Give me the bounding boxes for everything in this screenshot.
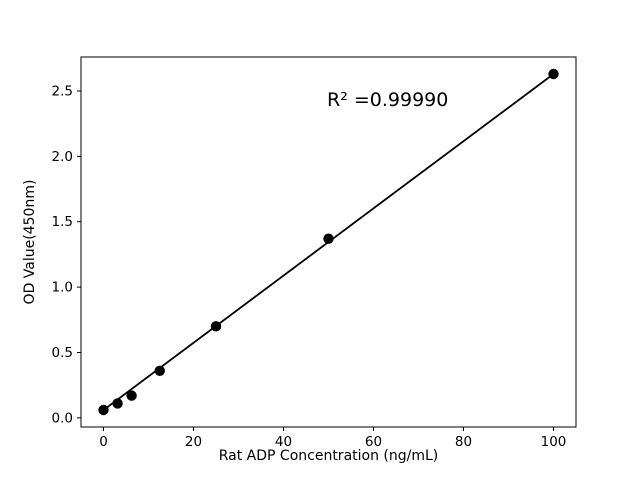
data-point bbox=[548, 68, 559, 80]
data-point bbox=[323, 233, 334, 244]
y-tick-label: 0.0 bbox=[52, 410, 73, 426]
r-squared-annotation: R² =0.99990 bbox=[327, 89, 449, 111]
data-point bbox=[112, 398, 123, 409]
x-tick-label: 0 bbox=[99, 434, 108, 450]
x-tick-label: 20 bbox=[185, 434, 202, 450]
y-tick-label: 1.5 bbox=[52, 214, 73, 230]
data-point bbox=[154, 365, 165, 376]
data-point bbox=[98, 404, 109, 416]
x-tick-label: 60 bbox=[365, 434, 382, 450]
data-point bbox=[126, 390, 137, 401]
x-tick-label: 40 bbox=[275, 434, 292, 450]
y-tick-label: 2.5 bbox=[52, 83, 73, 99]
x-axis-title: Rat ADP Concentration (ng/mL) bbox=[218, 448, 439, 464]
x-tick-label: 80 bbox=[455, 434, 472, 450]
y-tick-label: 1.0 bbox=[52, 280, 73, 296]
x-tick-label: 100 bbox=[541, 434, 567, 450]
y-tick-label: 0.5 bbox=[52, 345, 73, 361]
axes-frame bbox=[80, 56, 577, 428]
y-tick-label: 2.0 bbox=[52, 149, 73, 165]
y-axis-title: OD Value(450nm) bbox=[22, 179, 38, 305]
data-point bbox=[210, 321, 222, 332]
